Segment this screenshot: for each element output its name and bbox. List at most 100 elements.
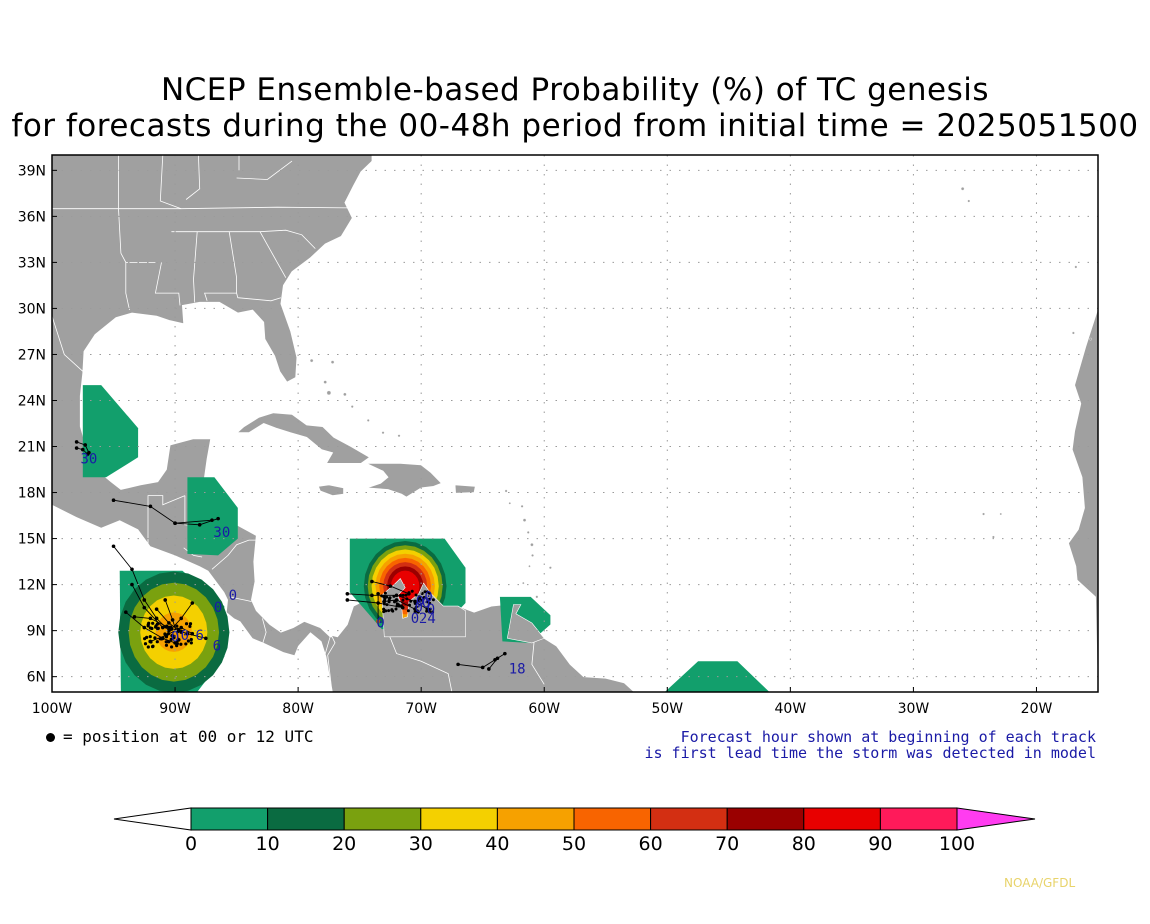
track-position-dot [155, 640, 159, 644]
track-position-dot [405, 597, 409, 601]
track-position-dot [143, 642, 148, 646]
land-orinoco [506, 604, 545, 644]
track-position-dot [388, 584, 393, 588]
lat-tick-label: 12N [18, 578, 46, 594]
island [326, 390, 332, 395]
island [967, 199, 971, 203]
track-position-dot [487, 667, 491, 671]
lat-tick-label: 21N [18, 440, 46, 456]
track-line [488, 657, 498, 670]
border-line [323, 636, 331, 659]
lat-tick-label: 27N [18, 347, 46, 363]
track-position-dot [210, 518, 214, 522]
position-legend: = position at 00 or 12 UTC [46, 727, 313, 746]
track-position-dot [166, 632, 171, 636]
track-label: 30 [213, 525, 230, 541]
forecast-hour-note-line2: is first lead time the storm was detecte… [644, 744, 1096, 762]
island [960, 187, 965, 191]
track-label: 6 [213, 639, 221, 655]
lat-tick-label: 33N [18, 255, 46, 271]
track-position-dot [370, 593, 374, 598]
track-position-dot [397, 604, 401, 608]
track-position-dot [83, 443, 88, 447]
lat-tick-label: 30N [18, 301, 46, 317]
island [310, 358, 314, 363]
track-position-dot [410, 589, 414, 593]
track-position-dot [503, 651, 507, 656]
track-position-dot [143, 637, 147, 641]
island [999, 512, 1002, 516]
probability-level-10 [187, 477, 238, 556]
island [350, 405, 354, 408]
track-position-dot [382, 610, 386, 614]
track-label: 0 [214, 600, 222, 616]
track-position-dot [184, 622, 189, 626]
border-line [52, 315, 84, 372]
track-position-dot [148, 626, 153, 630]
track-position-dot [419, 598, 423, 602]
track-position-dot [413, 601, 417, 605]
track-position-dot [149, 640, 153, 644]
island [1074, 265, 1078, 269]
track-position-dot [74, 440, 79, 444]
border-line [229, 596, 252, 602]
track-position-dot [179, 616, 184, 621]
credit-text: NOAA/GFDL [1004, 876, 1076, 890]
map-layers [52, 155, 1098, 692]
track-position-dot [409, 599, 413, 603]
track-position-dot [383, 597, 387, 601]
track-position-dot [169, 637, 173, 641]
track-position-dot [345, 598, 350, 602]
track-position-dot [148, 504, 153, 509]
track-position-dot [151, 621, 155, 625]
border-line [259, 231, 287, 278]
track-position-dot [155, 622, 160, 626]
land-venezuela-coast [381, 578, 466, 638]
track-position-dot [148, 635, 152, 639]
island [528, 565, 531, 568]
track-position-dot [345, 592, 350, 596]
border-line [236, 292, 282, 302]
track-position-dot [186, 639, 191, 643]
track-position-dot [394, 593, 399, 598]
track-label-cluster: 0 [427, 602, 435, 618]
track-position-dot [85, 452, 90, 456]
track-position-dot [383, 591, 387, 595]
track-position-dot [185, 631, 190, 636]
track-position-dot [385, 603, 389, 607]
island [549, 566, 552, 570]
lat-tick-label: 9N [27, 624, 46, 640]
map-frame [51, 154, 1099, 693]
border-line [147, 495, 186, 547]
track-position-dot [216, 516, 220, 521]
track-position-dot [428, 610, 432, 614]
track-position-dot [142, 605, 147, 610]
island [992, 535, 995, 539]
land-puerto-rico [454, 484, 476, 494]
island [982, 512, 985, 516]
track-position-dot [413, 610, 417, 614]
track-position-dot [417, 595, 421, 599]
track-position-dot [422, 596, 426, 600]
track-position-dot [74, 446, 79, 450]
island [522, 518, 527, 522]
track-position-dot [387, 609, 391, 613]
island [530, 543, 534, 547]
ensemble-tracks [74, 440, 507, 671]
border-line [236, 160, 293, 180]
track-label: 24 [419, 611, 436, 627]
border-line [193, 231, 198, 303]
border-line [185, 155, 201, 200]
land-africa [1068, 307, 1098, 692]
track-label-cluster: 0 [181, 628, 189, 644]
track-origin-dot [376, 619, 381, 624]
track-position-dot [154, 625, 158, 629]
island [397, 434, 401, 438]
track-label: 6 [195, 628, 203, 644]
track-position-dot [189, 641, 193, 645]
track-position-dot [170, 618, 175, 622]
track-position-dot [392, 594, 396, 598]
border-line [211, 539, 259, 570]
track-position-dot [406, 609, 410, 613]
